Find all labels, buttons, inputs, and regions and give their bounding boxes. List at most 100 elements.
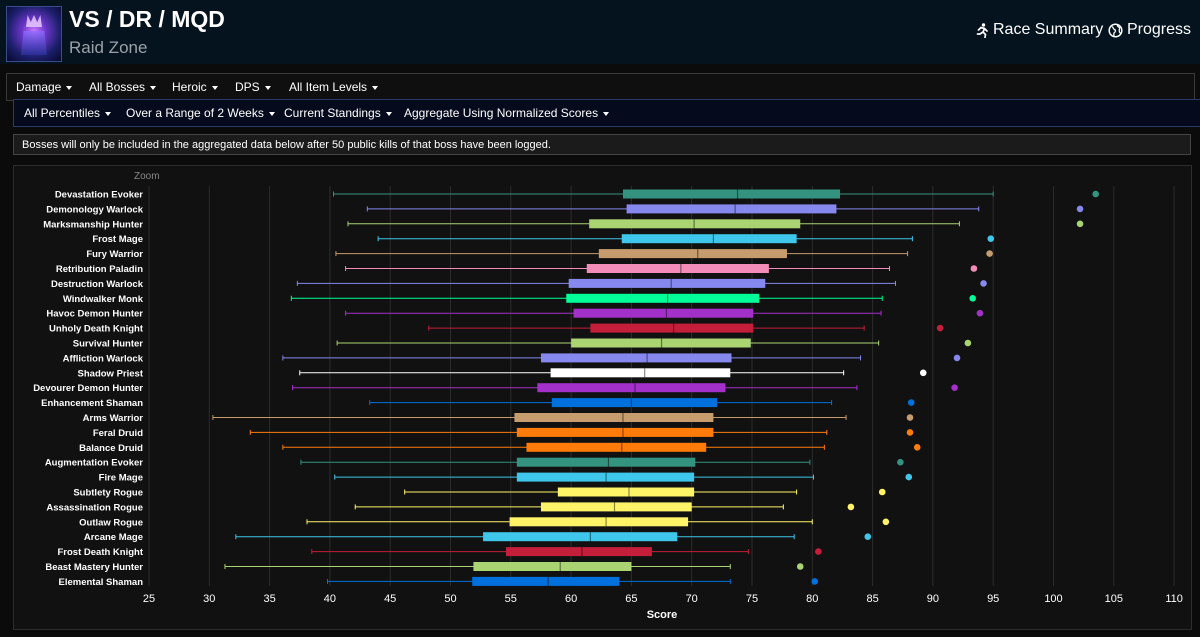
iqr-box[interactable] [526,442,707,452]
iqr-box[interactable] [550,368,731,378]
metric-dropdown[interactable]: Damage [16,74,73,100]
boxplot-row[interactable] [212,413,914,422]
boxplot-row[interactable] [404,487,886,497]
outlier-point[interactable] [986,250,993,257]
iqr-box[interactable] [516,457,696,467]
x-tick-label: 40 [324,593,336,605]
time-range-dropdown[interactable]: Over a Range of 2 Weeks [126,100,275,126]
outlier-point[interactable] [953,354,961,362]
outlier-point[interactable] [897,458,904,466]
iqr-box[interactable] [483,532,678,542]
outlier-point[interactable] [980,280,987,287]
iqr-box[interactable] [590,323,754,333]
iqr-box[interactable] [540,502,692,512]
outlier-point[interactable] [815,548,822,555]
iqr-box[interactable] [540,353,732,363]
outlier-point[interactable] [970,265,978,272]
boss-dropdown[interactable]: All Bosses [89,74,157,100]
outlier-point[interactable] [906,414,914,421]
secondary-filter-bar: All Percentiles Over a Range of 2 Weeks … [13,99,1200,127]
boxplot-row[interactable] [306,517,890,527]
race-summary-link[interactable]: Race Summary [975,21,1103,39]
boxplot-row[interactable] [296,278,987,288]
iqr-box[interactable] [551,398,718,408]
boxplot-row[interactable] [249,427,914,437]
outlier-point[interactable] [1092,190,1100,198]
boxplot-row[interactable] [300,457,904,467]
boxplot-row[interactable] [235,532,872,542]
iqr-box[interactable] [557,487,695,497]
standings-dropdown[interactable]: Current Standings [284,100,392,126]
iqr-box[interactable] [626,204,837,214]
boxplot-row[interactable] [369,398,915,408]
outlier-point[interactable] [847,503,855,511]
boxplot-row[interactable] [282,353,961,363]
boxplot-row[interactable] [377,234,995,244]
iqr-box[interactable] [589,219,801,229]
iqr-box[interactable] [566,293,760,303]
outlier-point[interactable] [905,473,913,481]
iqr-box[interactable] [622,189,841,199]
outlier-point[interactable] [951,384,958,391]
iqr-box[interactable] [568,278,766,288]
outlier-point[interactable] [811,578,819,585]
x-tick-label: 90 [927,593,939,605]
outlier-point[interactable] [1076,220,1084,228]
boxplot-row[interactable] [347,219,1084,229]
iqr-box[interactable] [571,338,751,348]
boxplot-row[interactable] [290,293,976,303]
outlier-point[interactable] [907,399,915,406]
iqr-box[interactable] [598,249,787,259]
x-tick-label: 60 [565,593,577,605]
outlier-point[interactable] [1076,205,1084,213]
iqr-box[interactable] [537,383,726,393]
category-label: Feral Druid [93,428,143,439]
boxplot-row[interactable] [366,204,1084,214]
difficulty-dropdown[interactable]: Heroic [172,74,218,100]
boxplot-row[interactable] [336,338,972,348]
iqr-box[interactable] [586,264,769,273]
iqr-box[interactable] [473,562,632,571]
boxplot-row[interactable] [282,442,921,452]
iqr-box[interactable] [509,517,689,527]
x-tick-label: 75 [746,593,758,605]
progress-link[interactable]: Progress [1108,21,1191,39]
iqr-box[interactable] [472,576,620,586]
boxplot-row[interactable] [326,576,819,586]
boxplot-row[interactable] [334,472,913,482]
outlier-point[interactable] [864,533,872,540]
aggregation-dropdown[interactable]: Aggregate Using Normalized Scores [404,100,610,126]
outlier-point[interactable] [878,488,886,496]
outlier-point[interactable] [919,369,927,377]
boxplot-row[interactable] [335,249,993,259]
boxplot-row[interactable] [292,383,958,393]
outlier-point[interactable] [882,518,890,526]
outlier-point[interactable] [936,324,944,332]
outlier-point[interactable] [976,309,984,317]
boxplot-row[interactable] [345,308,984,318]
outlier-point[interactable] [796,563,804,570]
boxplot-row[interactable] [299,368,927,378]
boxplot-row[interactable] [224,562,804,571]
score-boxplot-chart[interactable]: 25 30 35 40 45 50 55 60 65 70 75 80 85 90 95 100 105 110 … [14,166,1191,629]
zoom-label[interactable]: Zoom [134,171,160,182]
outlier-point[interactable] [913,444,921,451]
percentile-dropdown[interactable]: All Percentiles [24,100,112,126]
iqr-box[interactable] [505,547,652,557]
iqr-box[interactable] [516,472,695,482]
item-level-dropdown[interactable]: All Item Levels [289,74,379,100]
outlier-point[interactable] [987,235,995,242]
iqr-box[interactable] [573,308,754,318]
iqr-box[interactable] [621,234,797,244]
outlier-point[interactable] [964,339,972,347]
iqr-box[interactable] [514,413,714,422]
outlier-point[interactable] [906,429,914,436]
boxplot-row[interactable] [311,547,822,557]
outlier-point[interactable] [969,295,976,302]
boxplot-row[interactable] [354,502,855,512]
boxplot-row[interactable] [333,189,1100,199]
role-dropdown[interactable]: DPS [235,74,271,100]
boxplot-row[interactable] [345,264,978,273]
boxplot-row[interactable] [428,323,944,333]
iqr-box[interactable] [516,427,714,437]
